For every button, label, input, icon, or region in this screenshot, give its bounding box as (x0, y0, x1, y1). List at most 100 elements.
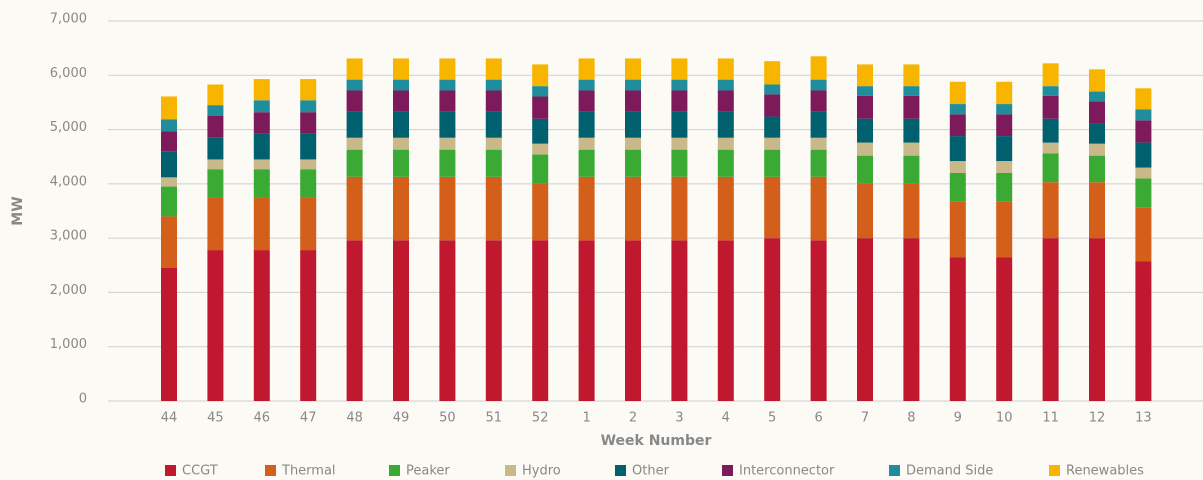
legend-label: Hydro (522, 464, 561, 479)
bar-segment (1042, 238, 1059, 401)
bar-segment (439, 58, 456, 80)
bar-segment (207, 169, 224, 198)
bar-segment (764, 61, 781, 85)
bar-segment (346, 176, 363, 241)
bar-segment (1135, 109, 1152, 121)
bar-segment (625, 58, 641, 80)
bar-segment (857, 183, 873, 239)
legend-swatch (265, 465, 276, 476)
bar-segment (857, 155, 873, 184)
x-tick-label: 48 (346, 411, 363, 426)
bar-segment (1089, 101, 1105, 124)
bar-segment (532, 183, 549, 241)
bar-segment (810, 176, 827, 241)
bar-segment (810, 79, 827, 91)
bar-segment (903, 142, 920, 156)
bar-segment (1135, 178, 1152, 208)
bar-segment (717, 240, 734, 401)
bar-segment (949, 161, 966, 173)
bar-segment (1042, 63, 1059, 87)
bar-segment (810, 111, 827, 138)
bar-segment (485, 149, 502, 177)
bar-segment (1135, 167, 1152, 179)
x-tick-label: 2 (629, 411, 637, 426)
bar-segment (393, 176, 409, 241)
bar-segment (346, 79, 363, 91)
bar-segment (485, 240, 502, 401)
bar-segment (949, 114, 966, 137)
bar-segment (717, 149, 734, 177)
bar-segment (300, 197, 317, 251)
bar-segment (671, 58, 688, 80)
bar-segment (393, 137, 409, 150)
bar-segment (300, 100, 317, 113)
bar-segment (578, 111, 595, 138)
bar-segment (207, 116, 224, 138)
bar-segment (161, 216, 177, 268)
bar-segment (671, 111, 688, 138)
bar-segment (485, 79, 502, 91)
x-tick-label: 13 (1135, 411, 1152, 426)
x-tick-label: 46 (254, 411, 271, 426)
bar-segment (578, 149, 595, 177)
bar-segment (532, 96, 549, 119)
bar-segment (207, 250, 224, 401)
bar-segment (717, 137, 734, 150)
bar-segment (949, 173, 966, 202)
bar-segment (207, 84, 224, 106)
bar-segment (1135, 120, 1152, 143)
bar-segment (253, 100, 270, 113)
x-tick-label: 9 (954, 411, 962, 426)
y-tick-label: 3,000 (50, 229, 87, 244)
bar-segment (393, 149, 409, 177)
bar-segment (253, 79, 270, 101)
bar-segment (717, 111, 734, 138)
bar-segment (764, 84, 781, 95)
x-tick-label: 8 (907, 411, 915, 426)
bar-segment (857, 118, 873, 143)
bar-segment (346, 111, 363, 138)
y-tick-label: 7,000 (50, 12, 87, 27)
y-axis-title: MW (10, 196, 26, 225)
bar-segment (300, 169, 317, 198)
bar-segment (625, 176, 641, 241)
bar-segment (671, 149, 688, 177)
bar-segment (625, 111, 641, 138)
bar-segment (996, 114, 1013, 137)
bar-segment (578, 79, 595, 91)
bar-segment (810, 56, 827, 80)
legend-label: Peaker (406, 464, 450, 479)
bar-segment (671, 90, 688, 112)
bar-segment (346, 240, 363, 401)
bar-segment (253, 112, 270, 134)
bar-segment (1089, 155, 1105, 183)
legend-label: Thermal (281, 464, 336, 479)
bar-segment (346, 137, 363, 150)
legend-label: Demand Side (906, 464, 993, 479)
bar-segment (1135, 261, 1152, 401)
bar-segment (485, 176, 502, 241)
bar-segment (996, 257, 1013, 401)
bar-segment (532, 240, 549, 401)
bar-segment (253, 169, 270, 198)
bar-segment (578, 90, 595, 112)
bar-segment (625, 90, 641, 112)
bar-segment (300, 112, 317, 134)
bar-segment (903, 238, 920, 401)
y-tick-label: 5,000 (50, 120, 87, 135)
bar-segment (1089, 91, 1105, 102)
bar-segment (393, 90, 409, 112)
bar-segment (578, 58, 595, 80)
x-tick-label: 7 (861, 411, 869, 426)
bar-segment (532, 118, 549, 144)
bar-segment (161, 268, 177, 401)
bar-segment (532, 86, 549, 97)
bar-segment (1089, 69, 1105, 92)
x-axis-title: Week Number (601, 433, 712, 449)
bar-segment (300, 79, 317, 101)
bar-segment (903, 118, 920, 143)
y-tick-label: 1,000 (50, 337, 87, 352)
bar-segment (300, 159, 317, 170)
bar-segment (810, 149, 827, 177)
bar-segment (1042, 142, 1059, 154)
